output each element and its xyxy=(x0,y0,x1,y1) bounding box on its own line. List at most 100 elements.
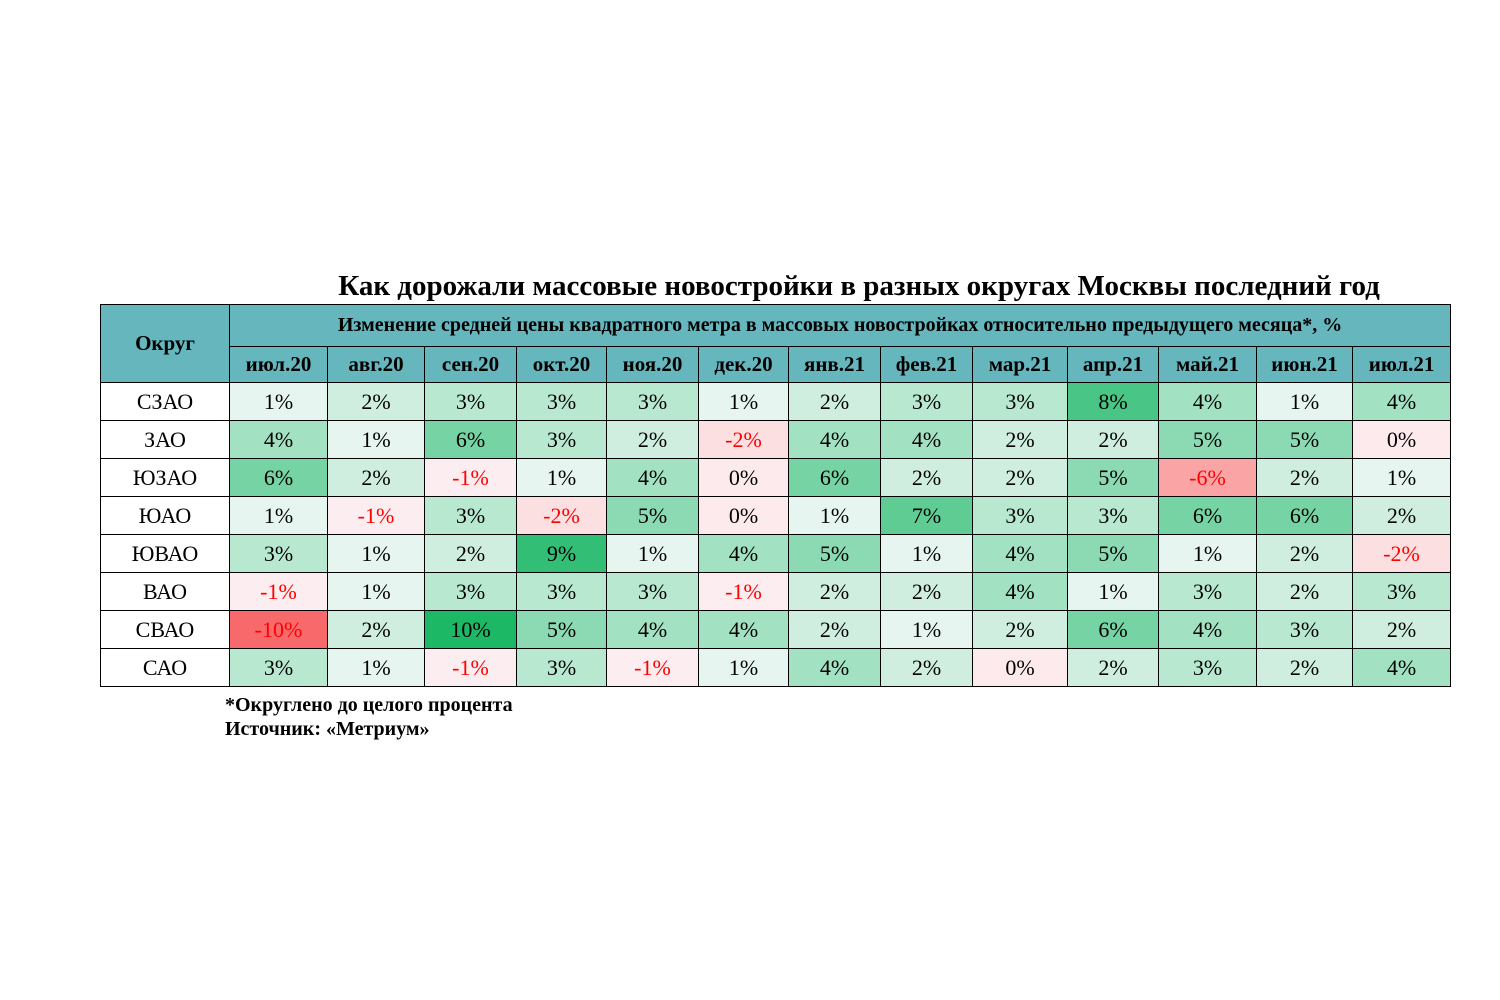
heatmap-cell: 10% xyxy=(424,610,517,649)
heatmap-cell: 1% xyxy=(698,382,789,421)
rounding-footnote: *Округлено до целого процента xyxy=(225,694,513,716)
heatmap-cell: 4% xyxy=(698,534,789,573)
table-row: ВАО -1% 1% 3% 3% 3% -1% 2% 2% 4% 1% 3% 2% 3% xyxy=(100,572,1452,611)
month-header: июл.20 xyxy=(229,346,328,383)
heatmap-cell: 2% xyxy=(880,572,973,611)
heatmap-cell: 3% xyxy=(1158,572,1257,611)
heatmap-cell: 5% xyxy=(606,496,699,535)
heatmap-cell: 6% xyxy=(1256,496,1353,535)
heatmap-cell: 1% xyxy=(229,496,328,535)
district-label: СЗАО xyxy=(100,382,230,421)
heatmap-cell: 4% xyxy=(1351,648,1452,687)
heatmap-cell: -1% xyxy=(606,648,699,687)
heatmap-cell: 4% xyxy=(972,534,1068,573)
heatmap-cell: 3% xyxy=(1158,648,1257,687)
district-label: ВАО xyxy=(100,572,230,611)
heatmap-cell: 3% xyxy=(1351,572,1452,611)
heatmap-cell: 3% xyxy=(424,572,517,611)
heatmap-cell: 2% xyxy=(424,534,517,573)
heatmap-cell: 1% xyxy=(880,610,973,649)
month-header: июл.21 xyxy=(1351,346,1452,383)
heatmap-cell: -2% xyxy=(1351,534,1452,573)
heatmap-cell: 1% xyxy=(327,420,425,459)
heatmap-cell: 1% xyxy=(880,534,973,573)
heatmap-cell: 6% xyxy=(229,458,328,497)
table-row: ЗАО 4% 1% 6% 3% 2% -2% 4% 4% 2% 2% 5% 5% 0% xyxy=(100,420,1452,459)
table-row: ЮВАО 3% 1% 2% 9% 1% 4% 5% 1% 4% 5% 1% 2% -2% xyxy=(100,534,1452,573)
heatmap-cell: 4% xyxy=(1351,382,1452,421)
heatmap-cell: 2% xyxy=(880,648,973,687)
heatmap-cell: 1% xyxy=(327,534,425,573)
heatmap-table: Округ Изменение средней цены квадратного… xyxy=(100,304,1452,687)
heatmap-cell: 1% xyxy=(606,534,699,573)
month-header: янв.21 xyxy=(788,346,881,383)
source-footnote: Источник: «Метриум» xyxy=(225,718,430,740)
month-header: окт.20 xyxy=(516,346,607,383)
month-header: сен.20 xyxy=(424,346,517,383)
heatmap-cell: -10% xyxy=(229,610,328,649)
heatmap-cell: 4% xyxy=(606,458,699,497)
heatmap-cell: 3% xyxy=(229,648,328,687)
heatmap-cell: 1% xyxy=(327,572,425,611)
heatmap-cell: 5% xyxy=(516,610,607,649)
heatmap-cell: 2% xyxy=(880,458,973,497)
heatmap-cell: 3% xyxy=(424,382,517,421)
heatmap-cell: 0% xyxy=(1351,420,1452,459)
heatmap-cell: 4% xyxy=(229,420,328,459)
heatmap-cell: 3% xyxy=(606,382,699,421)
heatmap-cell: 4% xyxy=(788,648,881,687)
chart-title: Как дорожали массовые новостройки в разн… xyxy=(338,270,1380,302)
heatmap-cell: 2% xyxy=(327,610,425,649)
heatmap-cell: 5% xyxy=(788,534,881,573)
heatmap-cell: 1% xyxy=(1351,458,1452,497)
heatmap-cell: 5% xyxy=(1067,534,1159,573)
heatmap-cell: 2% xyxy=(788,610,881,649)
heatmap-cell: 2% xyxy=(788,382,881,421)
district-label: ЮАО xyxy=(100,496,230,535)
heatmap-cell: 2% xyxy=(1351,496,1452,535)
month-header: май.21 xyxy=(1158,346,1257,383)
district-label: ЗАО xyxy=(100,420,230,459)
heatmap-cell: 1% xyxy=(698,648,789,687)
heatmap-cell: 4% xyxy=(1158,610,1257,649)
heatmap-cell: -6% xyxy=(1158,458,1257,497)
heatmap-cell: 5% xyxy=(1158,420,1257,459)
heatmap-cell: 2% xyxy=(1256,572,1353,611)
heatmap-cell: 3% xyxy=(424,496,517,535)
month-header: ноя.20 xyxy=(606,346,699,383)
heatmap-cell: 2% xyxy=(972,420,1068,459)
table-row: СВАО -10% 2% 10% 5% 4% 4% 2% 1% 2% 6% 4% 3% 2% xyxy=(100,610,1452,649)
heatmap-cell: 2% xyxy=(327,458,425,497)
table-row: СЗАО 1% 2% 3% 3% 3% 1% 2% 3% 3% 8% 4% 1% 4% xyxy=(100,382,1452,421)
heatmap-cell: 3% xyxy=(516,572,607,611)
month-header: апр.21 xyxy=(1067,346,1159,383)
heatmap-cell: 2% xyxy=(1256,458,1353,497)
change-column-header: Изменение средней цены квадратного метра… xyxy=(228,304,1452,347)
heatmap-cell: 5% xyxy=(1067,458,1159,497)
heatmap-cell: 6% xyxy=(1158,496,1257,535)
district-label: ЮЗАО xyxy=(100,458,230,497)
heatmap-cell: 2% xyxy=(972,610,1068,649)
month-header: мар.21 xyxy=(972,346,1068,383)
district-column-header: Округ xyxy=(100,304,230,383)
heatmap-cell: 0% xyxy=(972,648,1068,687)
heatmap-cell: 1% xyxy=(1067,572,1159,611)
heatmap-cell: 3% xyxy=(516,648,607,687)
heatmap-cell: 2% xyxy=(1256,648,1353,687)
heatmap-cell: 1% xyxy=(1158,534,1257,573)
month-header: фев.21 xyxy=(880,346,973,383)
heatmap-cell: 2% xyxy=(1351,610,1452,649)
heatmap-cell: 4% xyxy=(880,420,973,459)
table-row: ЮАО 1% -1% 3% -2% 5% 0% 1% 7% 3% 3% 6% 6% 2% xyxy=(100,496,1452,535)
heatmap-cell: 3% xyxy=(972,496,1068,535)
heatmap-cell: 2% xyxy=(1067,420,1159,459)
heatmap-cell: 9% xyxy=(516,534,607,573)
district-label: СВАО xyxy=(100,610,230,649)
heatmap-cell: 1% xyxy=(788,496,881,535)
heatmap-cell: 4% xyxy=(972,572,1068,611)
heatmap-cell: -1% xyxy=(424,648,517,687)
heatmap-cell: 2% xyxy=(788,572,881,611)
heatmap-cell: 0% xyxy=(698,496,789,535)
heatmap-cell: -2% xyxy=(516,496,607,535)
heatmap-cell: 0% xyxy=(698,458,789,497)
